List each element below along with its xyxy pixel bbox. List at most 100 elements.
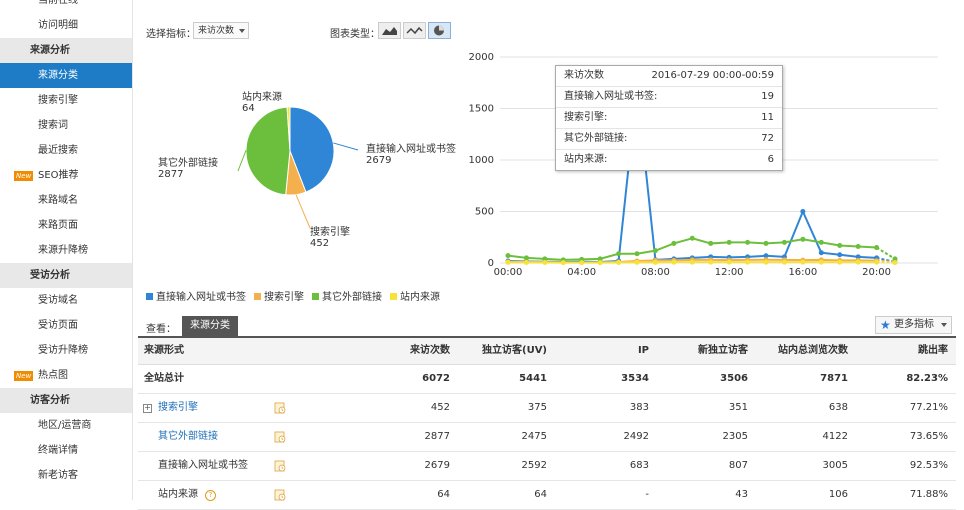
sidebar-item[interactable]: 搜索词 [0, 113, 132, 138]
data-point[interactable] [579, 260, 584, 265]
row-source-label[interactable]: 其它外部链接 [158, 423, 218, 451]
data-point[interactable] [561, 260, 566, 265]
expand-icon[interactable]: + [143, 404, 152, 413]
more-metrics-button[interactable]: ★ 更多指标 [875, 316, 952, 334]
data-point[interactable] [635, 251, 640, 256]
pie-label-value: 2679 [366, 155, 391, 166]
legend-swatch [390, 293, 397, 300]
data-point[interactable] [690, 236, 695, 241]
sidebar-item[interactable]: 终端详情 [0, 438, 132, 463]
data-point[interactable] [745, 240, 750, 245]
data-point[interactable] [690, 260, 695, 265]
data-point[interactable] [800, 237, 805, 242]
data-point[interactable] [616, 251, 621, 256]
data-point[interactable] [819, 260, 824, 265]
sidebar-item[interactable]: 受访升降榜 [0, 338, 132, 363]
data-point[interactable] [856, 260, 861, 265]
sidebar-item-label: 来源分析 [30, 45, 70, 56]
sidebar-item[interactable]: 最近搜索 [0, 138, 132, 163]
header-uv[interactable]: 独立访客(UV) [482, 338, 547, 364]
trend-icon[interactable] [274, 431, 286, 443]
cell-bounce-rate: 71.88% [910, 481, 948, 509]
data-point[interactable] [653, 248, 658, 253]
area-chart-button[interactable] [378, 22, 401, 39]
line-chart-icon [404, 23, 425, 38]
sidebar-item[interactable]: 访问明细 [0, 13, 132, 38]
data-point[interactable] [708, 241, 713, 246]
total-label: 全站总计 [144, 365, 184, 393]
metric-select[interactable]: 来访次数 [193, 22, 249, 39]
sidebar-item-label: 受访升降榜 [38, 345, 88, 356]
sidebar-item[interactable]: 受访页面 [0, 313, 132, 338]
sidebar-item[interactable]: 地区/运营商 [0, 413, 132, 438]
sidebar-item[interactable]: 来路页面 [0, 213, 132, 238]
data-point[interactable] [837, 243, 842, 248]
data-point[interactable] [856, 244, 861, 249]
header-new-uv[interactable]: 新独立访客 [698, 338, 748, 364]
data-point[interactable] [542, 260, 547, 265]
data-point[interactable] [800, 260, 805, 265]
help-icon[interactable]: ? [205, 490, 216, 501]
total-uv: 5441 [519, 365, 547, 393]
header-source-type[interactable]: 来源形式 [144, 338, 184, 364]
sidebar-item[interactable]: 来路域名 [0, 188, 132, 213]
data-point[interactable] [727, 240, 732, 245]
data-point[interactable] [764, 241, 769, 246]
header-visits[interactable]: 来访次数 [410, 338, 450, 364]
data-point[interactable] [800, 209, 805, 214]
trend-icon[interactable] [274, 489, 286, 501]
data-point[interactable] [524, 255, 529, 260]
data-point[interactable] [506, 260, 511, 265]
pie-label-name: 直接输入网址或书签 [366, 142, 456, 155]
legend-item[interactable]: 搜索引擎 [254, 288, 304, 303]
header-bounce-rate[interactable]: 跳出率 [918, 338, 948, 364]
y-tick-label: 2000 [469, 52, 494, 63]
pie-label-line [288, 107, 289, 114]
header-pageviews[interactable]: 站内总浏览次数 [778, 338, 848, 364]
data-point[interactable] [506, 253, 511, 258]
data-point[interactable] [745, 260, 750, 265]
data-point[interactable] [727, 260, 732, 265]
data-point[interactable] [635, 260, 640, 265]
pie-label-line [333, 143, 358, 150]
data-point[interactable] [874, 245, 879, 250]
data-point[interactable] [524, 260, 529, 265]
data-point[interactable] [598, 260, 603, 265]
total-ip: 3534 [621, 365, 649, 393]
data-point[interactable] [671, 241, 676, 246]
data-point[interactable] [893, 260, 898, 265]
data-point[interactable] [616, 260, 621, 265]
sidebar-item[interactable]: 搜索引擎 [0, 88, 132, 113]
data-point[interactable] [764, 260, 769, 265]
data-point[interactable] [837, 252, 842, 257]
sidebar-item[interactable]: 受访域名 [0, 288, 132, 313]
data-point[interactable] [671, 260, 676, 265]
pie-chart-button[interactable] [428, 22, 451, 39]
pie-slice[interactable] [246, 107, 290, 195]
sidebar-item[interactable]: 当前在线 [0, 0, 132, 13]
sidebar-item[interactable]: 新老访客 [0, 463, 132, 488]
data-point[interactable] [819, 250, 824, 255]
sidebar-item[interactable]: 来源升降榜 [0, 238, 132, 263]
data-point[interactable] [874, 260, 879, 265]
data-point[interactable] [782, 260, 787, 265]
legend-item[interactable]: 其它外部链接 [312, 288, 382, 303]
legend-item[interactable]: 直接输入网址或书签 [146, 288, 246, 303]
trend-icon[interactable] [274, 402, 286, 414]
tab-source-category[interactable]: 来源分类 [182, 316, 238, 336]
data-point[interactable] [782, 240, 787, 245]
data-point[interactable] [819, 240, 824, 245]
row-source-label[interactable]: 搜索引擎 [158, 394, 198, 422]
header-ip[interactable]: IP [638, 338, 649, 364]
data-point[interactable] [653, 260, 658, 265]
data-point[interactable] [837, 260, 842, 265]
data-point[interactable] [708, 260, 713, 265]
trend-icon[interactable] [274, 460, 286, 472]
line-chart-button[interactable] [403, 22, 426, 39]
sidebar-item[interactable]: 来源分类 [0, 63, 132, 88]
legend-item[interactable]: 站内来源 [390, 288, 440, 303]
tooltip-row-label: 站内来源: [564, 154, 607, 165]
